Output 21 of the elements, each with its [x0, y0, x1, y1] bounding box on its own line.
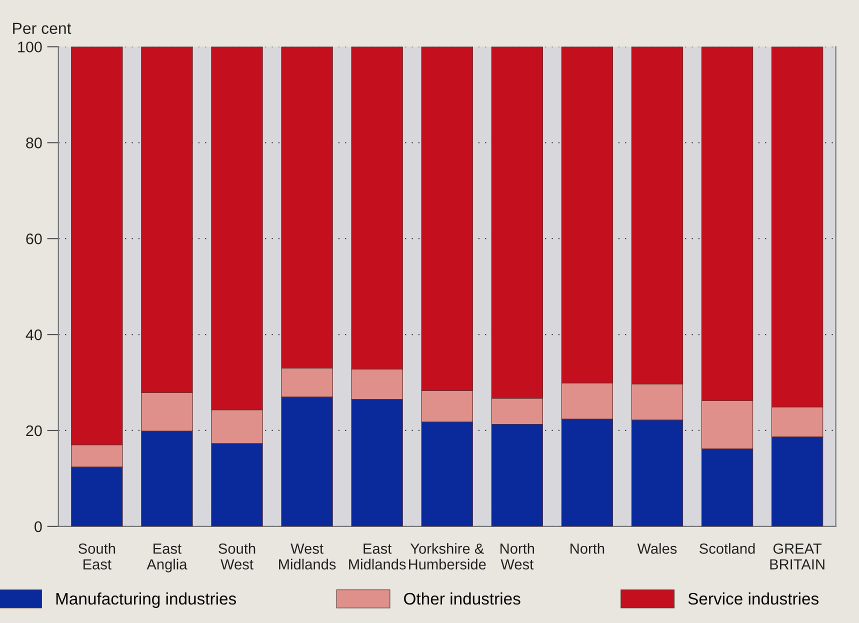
x-tick-label: Yorkshire & Humberside: [409, 543, 486, 570]
legend-label: Service industries: [688, 592, 818, 605]
x-tick-label: Scotland: [700, 543, 755, 554]
legend-label: Manufacturing industries: [56, 592, 236, 608]
x-tick-label: West Midlands: [279, 544, 336, 570]
y-axis-title: Per cent: [13, 22, 72, 34]
x-tick-label: South East: [78, 543, 116, 570]
legend-label: Other industries: [404, 592, 520, 605]
y-tick-label: 60: [26, 233, 42, 244]
y-tick-label: 80: [26, 138, 42, 148]
y-tick-label: 0: [34, 521, 42, 532]
x-tick-label: GREAT BRITAIN: [770, 543, 824, 570]
x-tick-label: East Anglia: [146, 544, 188, 572]
x-tick-label: North West: [500, 543, 534, 570]
x-tick-label: Wales: [637, 543, 677, 554]
y-tick-label: 40: [26, 329, 42, 340]
y-tick-label: 20: [26, 425, 42, 436]
x-tick-label: East Midlands: [349, 544, 406, 570]
y-tick-label: 100: [18, 42, 42, 52]
x-tick-label: South West: [218, 543, 256, 570]
x-tick-label: North: [570, 543, 604, 554]
